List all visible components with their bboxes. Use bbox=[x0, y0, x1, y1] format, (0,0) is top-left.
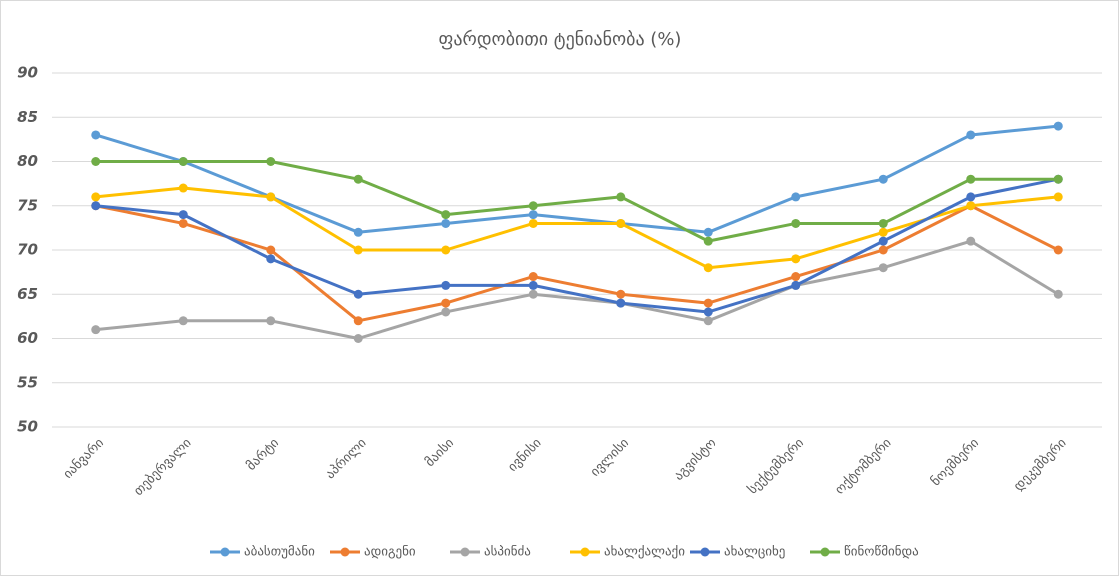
point bbox=[353, 174, 363, 184]
point bbox=[441, 298, 451, 308]
point bbox=[528, 272, 538, 282]
chart-title: ფარდობითი ტენიანობა (%) bbox=[439, 29, 682, 50]
point bbox=[1053, 174, 1063, 184]
y-tick-label: 85 bbox=[17, 108, 38, 126]
point bbox=[353, 227, 363, 237]
point bbox=[966, 130, 976, 140]
point bbox=[1053, 121, 1063, 131]
legend-marker bbox=[820, 547, 830, 557]
point bbox=[528, 210, 538, 220]
point bbox=[91, 201, 101, 211]
point bbox=[878, 218, 888, 228]
point bbox=[91, 157, 101, 166]
point bbox=[791, 272, 801, 282]
point bbox=[441, 307, 451, 317]
point bbox=[178, 218, 188, 228]
y-tick-label: 90 bbox=[17, 64, 38, 82]
point bbox=[966, 192, 976, 202]
legend-label: ახალქალაქი bbox=[604, 545, 685, 560]
point bbox=[528, 289, 538, 299]
legend-label: წინოწმინდა bbox=[844, 545, 919, 560]
point bbox=[266, 254, 276, 264]
point bbox=[178, 316, 188, 326]
series-line bbox=[95, 160, 1059, 243]
legend-marker bbox=[460, 547, 470, 557]
y-tick-label: 75 bbox=[17, 196, 38, 214]
point bbox=[791, 192, 801, 202]
point bbox=[441, 210, 451, 220]
series-line bbox=[95, 239, 1060, 340]
point bbox=[703, 298, 713, 308]
point bbox=[1053, 289, 1063, 299]
legend-marker bbox=[580, 547, 590, 557]
point bbox=[353, 245, 363, 255]
y-tick-label: 60 bbox=[17, 329, 38, 347]
point bbox=[878, 263, 888, 273]
point bbox=[353, 334, 363, 343]
point bbox=[616, 192, 626, 202]
legend-marker bbox=[220, 547, 230, 557]
point bbox=[966, 236, 976, 246]
point bbox=[616, 289, 626, 299]
y-tick-label: 65 bbox=[17, 285, 38, 303]
series-line bbox=[95, 186, 1059, 270]
point bbox=[266, 245, 276, 255]
point bbox=[91, 130, 101, 140]
y-tick-label: 80 bbox=[17, 152, 38, 170]
point bbox=[966, 174, 976, 184]
point bbox=[353, 316, 363, 326]
point bbox=[878, 174, 888, 184]
y-tick-label: 55 bbox=[17, 373, 38, 391]
point bbox=[1053, 245, 1063, 255]
legend-label: აბასთუმანი bbox=[244, 545, 315, 560]
point bbox=[791, 280, 801, 290]
point bbox=[616, 298, 626, 308]
point bbox=[528, 280, 538, 290]
point bbox=[703, 263, 713, 273]
point bbox=[791, 254, 801, 264]
point bbox=[703, 236, 713, 246]
point bbox=[528, 201, 538, 211]
point bbox=[91, 192, 101, 202]
point bbox=[266, 192, 276, 202]
point bbox=[703, 316, 713, 326]
point bbox=[441, 280, 451, 290]
point bbox=[528, 218, 538, 228]
legend-label: ასპინძა bbox=[484, 545, 531, 560]
point bbox=[178, 210, 188, 220]
y-tick-label: 50 bbox=[17, 418, 38, 436]
point bbox=[353, 289, 363, 299]
point bbox=[441, 218, 451, 228]
point bbox=[703, 307, 713, 317]
point bbox=[878, 227, 888, 237]
point bbox=[266, 316, 276, 326]
series-line bbox=[95, 124, 1059, 234]
series-line bbox=[95, 177, 1059, 314]
point bbox=[178, 183, 188, 193]
point bbox=[1053, 192, 1063, 202]
legend-label: ადიგენი bbox=[364, 545, 416, 560]
point bbox=[178, 157, 188, 166]
point bbox=[878, 236, 888, 246]
point bbox=[878, 245, 888, 255]
series-line bbox=[95, 204, 1059, 323]
point bbox=[91, 325, 101, 335]
point bbox=[441, 245, 451, 255]
point bbox=[791, 218, 801, 228]
legend-marker bbox=[700, 547, 710, 557]
point bbox=[266, 157, 276, 166]
point bbox=[616, 218, 626, 228]
y-tick-label: 70 bbox=[17, 241, 38, 259]
legend-marker bbox=[340, 547, 350, 557]
point bbox=[966, 201, 976, 211]
legend-label: ახალციხე bbox=[724, 545, 785, 560]
point bbox=[703, 227, 713, 237]
